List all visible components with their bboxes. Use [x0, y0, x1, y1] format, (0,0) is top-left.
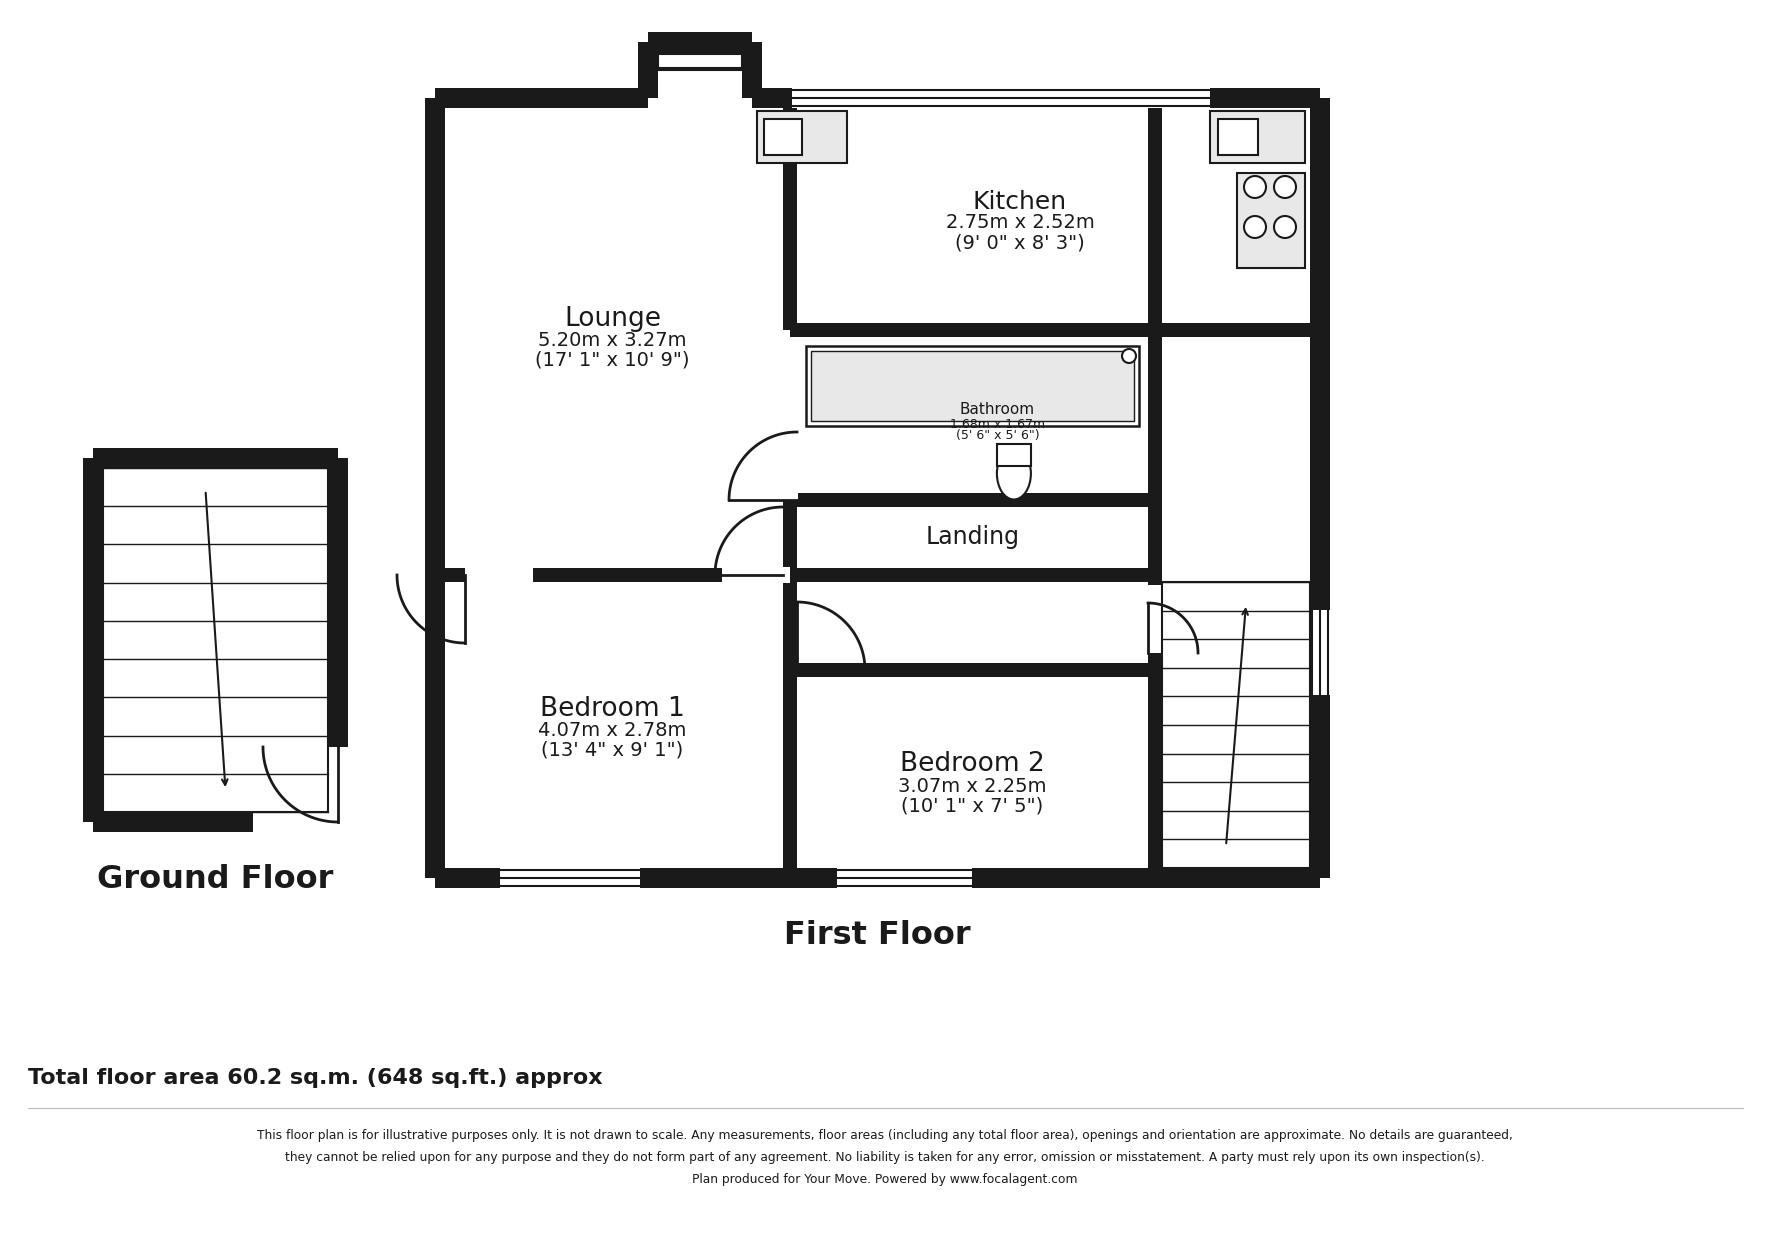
Text: Landing: Landing	[926, 525, 1020, 549]
Text: Plan produced for Your Move. Powered by www.focalagent.com: Plan produced for Your Move. Powered by …	[692, 1173, 1079, 1187]
Bar	[425, 98, 445, 878]
Bar	[83, 458, 103, 822]
Bar	[790, 494, 1155, 507]
Bar	[1311, 98, 1330, 878]
Text: Lounge: Lounge	[563, 305, 661, 331]
Bar	[1162, 582, 1311, 868]
Bar	[499, 868, 639, 888]
Text: (17' 1" x 10' 9"): (17' 1" x 10' 9")	[535, 351, 689, 370]
Text: 1.68m x 1.67m: 1.68m x 1.67m	[949, 418, 1045, 430]
Bar	[103, 467, 328, 812]
Bar	[1148, 575, 1162, 878]
Bar	[659, 52, 742, 69]
Bar	[1148, 98, 1162, 878]
Bar	[838, 868, 972, 888]
Text: they cannot be relied upon for any purpose and they do not form part of any agre: they cannot be relied upon for any purpo…	[285, 1151, 1484, 1163]
Text: First Floor: First Floor	[785, 920, 971, 951]
Bar	[806, 346, 1139, 425]
Bar	[790, 568, 1155, 582]
Bar	[742, 42, 762, 98]
Bar	[783, 500, 797, 575]
Ellipse shape	[997, 448, 1031, 500]
Bar	[1236, 174, 1305, 268]
Bar	[790, 663, 1155, 677]
Bar	[94, 812, 253, 832]
Bar	[1311, 610, 1330, 694]
Text: This floor plan is for illustrative purposes only. It is not drawn to scale. Any: This floor plan is for illustrative purp…	[257, 1128, 1512, 1142]
Bar	[436, 88, 648, 108]
Text: Bedroom 1: Bedroom 1	[540, 696, 685, 722]
Bar	[723, 567, 790, 583]
Bar	[1148, 330, 1162, 500]
Text: 3.07m x 2.25m: 3.07m x 2.25m	[898, 776, 1047, 796]
Text: (10' 1" x 7' 5"): (10' 1" x 7' 5")	[901, 796, 1043, 816]
Text: 4.07m x 2.78m: 4.07m x 2.78m	[538, 720, 687, 740]
Text: Bathroom: Bathroom	[960, 403, 1034, 418]
Bar	[763, 119, 802, 155]
Bar	[436, 868, 1319, 888]
Bar	[1148, 585, 1164, 653]
Circle shape	[1243, 176, 1266, 198]
Bar	[756, 112, 847, 162]
Bar	[466, 567, 533, 583]
Bar	[792, 88, 1210, 108]
Text: Ground Floor: Ground Floor	[97, 864, 333, 895]
Text: (13' 4" x 9' 1"): (13' 4" x 9' 1")	[542, 742, 684, 760]
Bar	[1218, 119, 1257, 155]
Bar	[783, 432, 799, 500]
Text: 5.20m x 3.27m: 5.20m x 3.27m	[538, 331, 687, 350]
Bar	[997, 444, 1031, 465]
Bar	[811, 351, 1133, 420]
Bar	[648, 32, 753, 52]
Text: (5' 6" x 5' 6"): (5' 6" x 5' 6")	[956, 429, 1040, 443]
Bar	[790, 322, 1319, 337]
Text: 2.75m x 2.52m: 2.75m x 2.52m	[946, 213, 1094, 233]
Bar	[328, 458, 347, 746]
Bar	[783, 337, 799, 405]
Bar	[94, 448, 338, 467]
Text: Kitchen: Kitchen	[972, 190, 1068, 215]
Text: (9' 0" x 8' 3"): (9' 0" x 8' 3")	[955, 233, 1086, 253]
Bar	[753, 88, 1319, 108]
Circle shape	[1273, 216, 1296, 238]
Text: Bedroom 2: Bedroom 2	[900, 751, 1045, 777]
Circle shape	[1243, 216, 1266, 238]
Circle shape	[1123, 348, 1135, 363]
Circle shape	[1273, 176, 1296, 198]
Bar	[783, 98, 797, 330]
Text: Total floor area 60.2 sq.m. (648 sq.ft.) approx: Total floor area 60.2 sq.m. (648 sq.ft.)…	[28, 1068, 602, 1087]
Bar	[638, 42, 659, 98]
Bar	[783, 575, 797, 878]
Bar	[436, 568, 790, 582]
Bar	[1210, 112, 1305, 162]
